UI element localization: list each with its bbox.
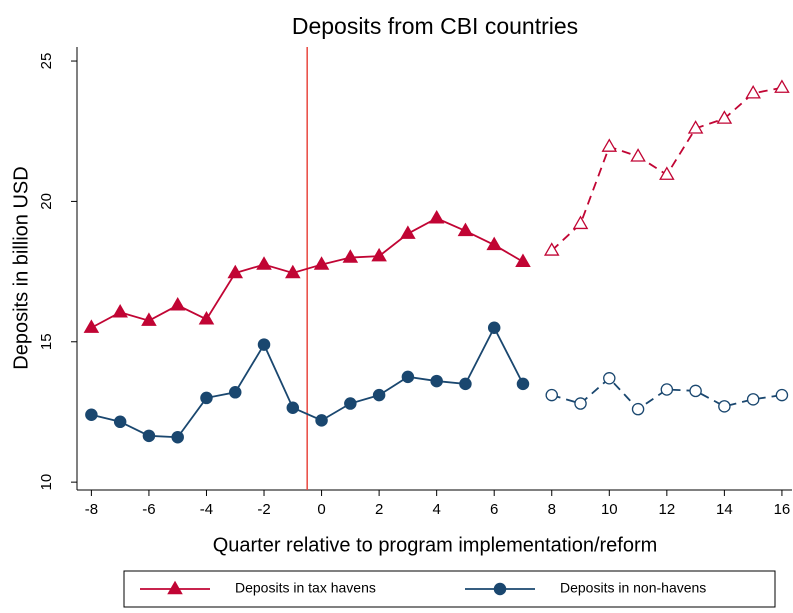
y-tick-label: 15	[38, 333, 55, 350]
series-line	[90, 217, 524, 329]
series-line	[551, 377, 783, 411]
point-marker	[401, 370, 415, 384]
legend-label: Deposits in tax havens	[235, 580, 376, 596]
x-tick-label: 2	[375, 501, 383, 518]
point-marker	[256, 256, 272, 270]
x-tick-label: 10	[601, 501, 618, 518]
point-marker	[200, 391, 213, 405]
x-tick-label: -8	[85, 501, 98, 518]
x-tick-label: 12	[658, 501, 675, 518]
point-marker	[371, 247, 387, 262]
y-tick-label: 20	[38, 193, 55, 210]
point-marker	[601, 138, 618, 152]
y-tick-label: 25	[38, 53, 55, 70]
point-marker	[603, 372, 616, 385]
point-marker	[112, 303, 128, 318]
legend-label: Deposits in non-havens	[560, 580, 706, 596]
point-marker	[716, 110, 733, 124]
point-marker	[545, 388, 558, 402]
point-marker	[660, 383, 674, 396]
chart-title: Deposits from CBI countries	[292, 13, 578, 39]
point-marker	[775, 388, 789, 402]
point-marker	[746, 393, 760, 406]
legend-marker	[167, 580, 183, 595]
point-marker	[344, 397, 357, 410]
point-marker	[689, 384, 702, 398]
x-tick-label: 4	[432, 501, 440, 518]
point-marker	[315, 414, 328, 427]
y-axis-title: Deposits in billion USD	[10, 166, 32, 369]
point-marker	[630, 148, 646, 162]
series-line	[91, 325, 524, 439]
point-marker	[141, 312, 157, 326]
x-tick-label: -2	[257, 501, 270, 518]
point-marker	[313, 256, 330, 270]
point-marker	[457, 222, 474, 237]
point-marker	[486, 236, 502, 251]
point-marker	[257, 338, 271, 351]
point-marker	[774, 79, 790, 93]
legend-marker	[493, 582, 507, 596]
point-marker	[198, 311, 215, 325]
point-marker	[487, 321, 501, 334]
x-tick-label: 16	[774, 501, 791, 518]
x-tick-label: -4	[200, 501, 213, 518]
x-tick-label: 8	[548, 501, 556, 518]
point-marker	[428, 209, 445, 224]
point-marker	[574, 397, 587, 410]
legend-box	[123, 570, 776, 608]
point-marker	[430, 374, 443, 388]
point-marker	[85, 408, 98, 422]
x-tick-label: 0	[317, 501, 325, 518]
point-marker	[718, 400, 731, 413]
x-axis-title: Quarter relative to program implementati…	[213, 534, 658, 556]
point-marker	[572, 215, 589, 230]
point-marker	[228, 386, 242, 399]
point-marker	[83, 319, 100, 333]
point-marker	[372, 388, 386, 402]
y-tick-label: 10	[38, 474, 55, 491]
x-tick-label: 14	[716, 501, 733, 518]
point-marker	[687, 120, 704, 134]
point-marker	[543, 242, 560, 256]
point-marker	[285, 264, 301, 279]
x-tick-label: 6	[490, 501, 498, 518]
point-marker	[631, 402, 645, 416]
point-marker	[286, 401, 300, 414]
point-marker	[516, 377, 530, 391]
point-marker	[113, 415, 127, 429]
point-marker	[459, 377, 472, 391]
point-marker	[227, 264, 244, 279]
point-marker	[171, 430, 184, 444]
point-marker	[342, 249, 359, 263]
point-marker	[142, 429, 156, 443]
point-marker	[169, 296, 186, 311]
x-tick-label: -6	[142, 501, 155, 518]
point-marker	[745, 85, 761, 99]
point-marker	[659, 166, 675, 180]
point-marker	[515, 253, 531, 267]
point-marker	[400, 225, 416, 239]
